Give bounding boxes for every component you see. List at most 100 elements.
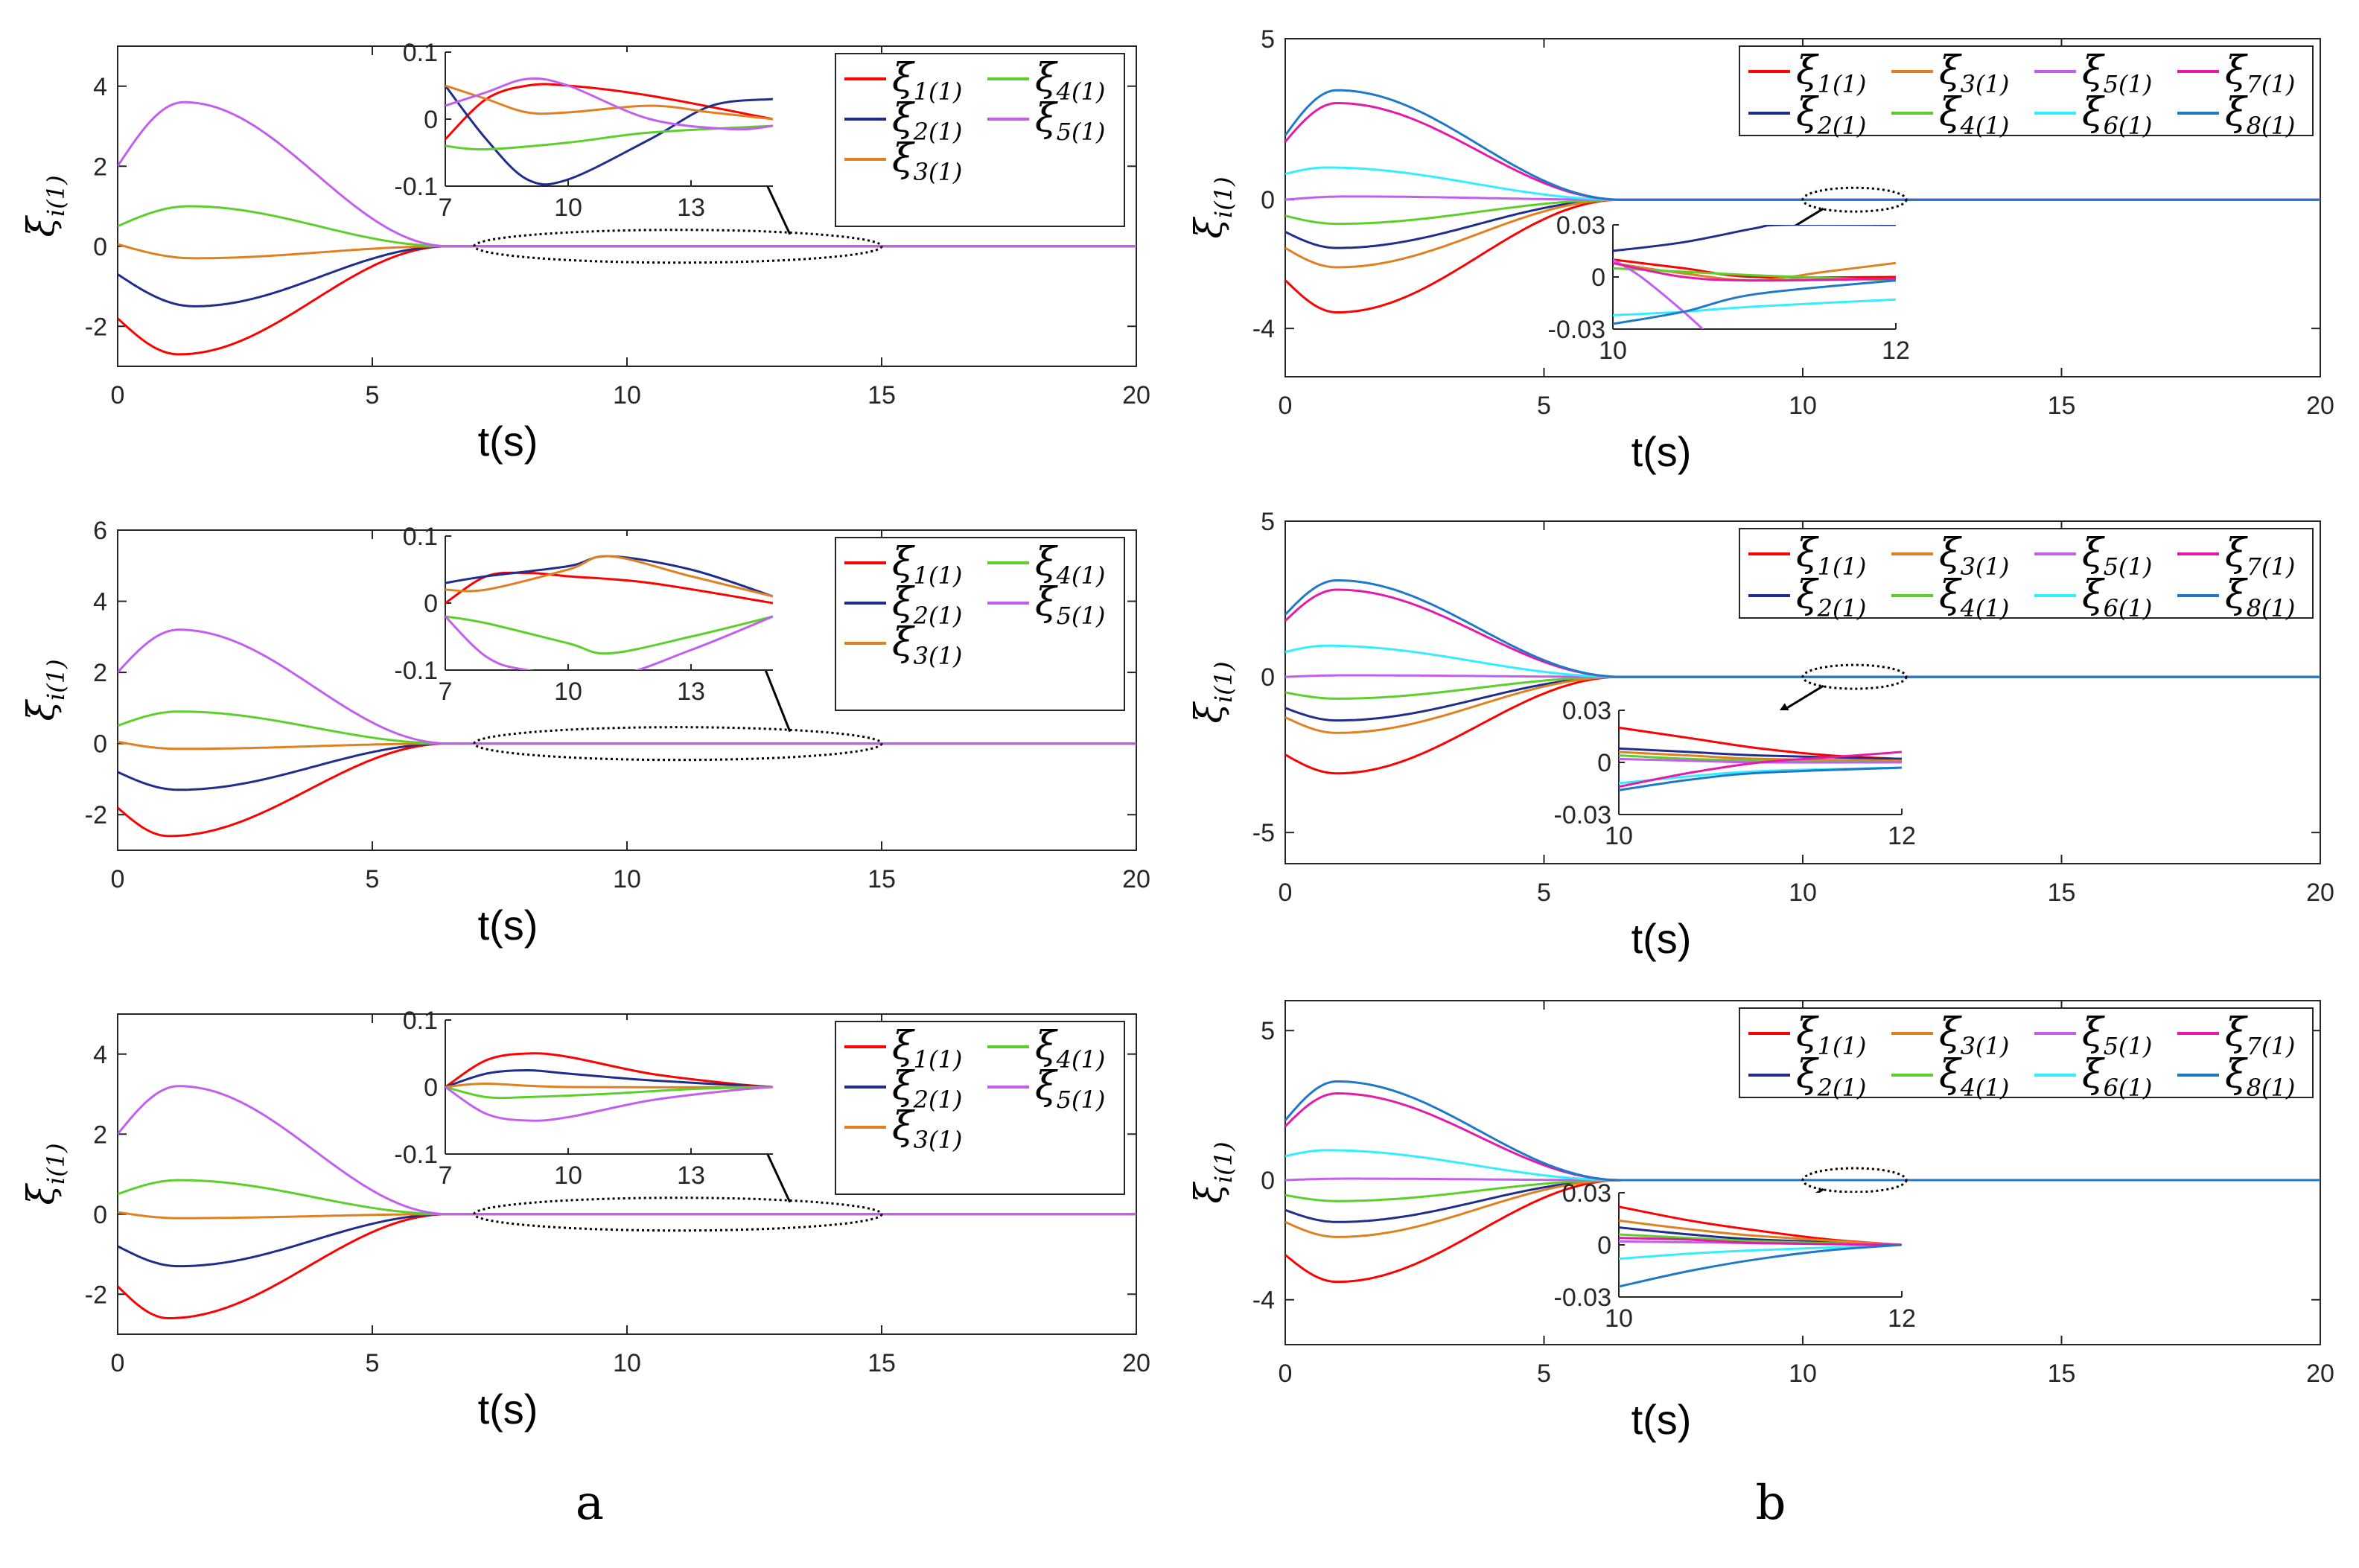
inset-background (445, 52, 773, 186)
legend-label-ξ4(1): ξ4(1) (1035, 56, 1105, 106)
y-tick-label: 5 (1261, 25, 1275, 54)
inset-y-tick-label: 0.03 (1562, 697, 1611, 725)
legend-label-subscript: 2(1) (913, 118, 963, 146)
inset-y-tick-label: 0 (1597, 749, 1611, 777)
legend-label-ξ5(1): ξ5(1) (1035, 96, 1105, 146)
inset-series-line-ξ3(1) (445, 1082, 773, 1089)
inset-series-line-ξ4(1) (445, 1086, 773, 1100)
legend-label-ξ6(1): ξ6(1) (2082, 573, 2152, 622)
legend: ξ1(1) ξ3(1) ξ5(1) ξ7(1)ξ2(1) ξ4(1) ξ6(1) ξ8(1) (1739, 1007, 2314, 1102)
legend: ξ1(1) ξ4(1)ξ2(1) ξ5(1)ξ3(1) (835, 537, 1125, 711)
legend-label-ξ5(1): ξ5(1) (2082, 48, 2152, 98)
y-axis-label-symbol: ξ (1187, 701, 1230, 724)
legend-label-ξ1(1): ξ1(1) (892, 56, 962, 106)
y-tick-label: -2 (85, 801, 107, 829)
legend-label-subscript: 1(1) (1818, 1032, 1867, 1060)
x-axis-label: t(s) (478, 418, 538, 465)
series-line-ξ5(1) (118, 101, 1136, 248)
inset-y-tick-label: 0 (424, 1074, 438, 1102)
x-tick-label: 20 (1122, 1349, 1150, 1377)
inset-x-tick-label: 13 (677, 1161, 705, 1190)
legend-label-subscript: 1(1) (1818, 70, 1867, 98)
legend-label-subscript: 7(1) (2247, 552, 2296, 581)
inset-y-tick-label: -0.1 (394, 1141, 438, 1169)
inset-series-line-ξ6(1) (1613, 298, 1896, 316)
y-axis-label: ξi(1) (19, 659, 70, 721)
y-tick-label: -4 (1252, 1287, 1275, 1315)
inset-axes: 10 12 0.03 0 -0.03 (1548, 211, 1910, 365)
inset-series-line-ξ3(1) (445, 84, 773, 121)
x-tick-label: 10 (1789, 1360, 1817, 1388)
legend-label-symbol: ξ (892, 1104, 915, 1149)
legend-label-symbol: ξ (2082, 48, 2105, 93)
inset-series-group (445, 1052, 773, 1122)
x-tick-label: 0 (1279, 879, 1293, 907)
x-tick-label: 15 (867, 381, 896, 409)
inset-series-group (1613, 225, 1896, 329)
y-tick-label: 2 (93, 659, 107, 687)
legend-label-subscript: 1(1) (914, 561, 963, 590)
x-tick-label: 5 (1537, 1360, 1551, 1388)
legend-label-ξ2(1): ξ2(1) (892, 580, 962, 630)
series-group (118, 628, 1136, 838)
y-axis-label: ξi(1) (19, 1143, 70, 1205)
legend-label-symbol: ξ (1939, 1010, 1962, 1055)
inset-series-line-ξ3(1) (1619, 750, 1902, 762)
x-tick-label: 5 (1537, 879, 1551, 907)
legend-label-subscript: 2(1) (913, 1086, 963, 1114)
x-tick-label: 10 (613, 381, 641, 409)
legend-label-subscript: 6(1) (2104, 112, 2153, 140)
inset-y-tick-label: 0.1 (403, 523, 438, 551)
legend-label-symbol: ξ (892, 96, 915, 141)
inset-x-tick-label: 10 (1605, 1304, 1633, 1333)
y-tick-label: 0 (93, 1201, 107, 1229)
legend-label-ξ1(1): ξ1(1) (892, 540, 962, 590)
x-tick-label: 0 (1279, 392, 1293, 420)
x-tick-label: 20 (2306, 879, 2334, 907)
x-axis-label: t(s) (478, 1386, 538, 1432)
legend-label-subscript: 1(1) (914, 77, 963, 106)
legend-label-ξ2(1): ξ2(1) (892, 96, 962, 146)
legend-label-symbol: ξ (1035, 1024, 1058, 1068)
y-tick-label: -4 (1252, 315, 1275, 343)
inset-axes: 7 10 13 0.1 0 -0.1 (394, 39, 773, 222)
legend-label-symbol: ξ (892, 540, 915, 584)
legend-label-ξ4(1): ξ4(1) (1035, 1024, 1105, 1074)
legend-label-subscript: 4(1) (1056, 561, 1106, 590)
legend: ξ1(1) ξ3(1) ξ5(1) ξ7(1)ξ2(1) ξ4(1) ξ6(1) ξ8(1) (1739, 528, 2314, 622)
x-tick-label: 5 (366, 1349, 380, 1377)
inset-x-tick-label: 13 (677, 678, 705, 706)
legend-label-ξ8(1): ξ8(1) (2225, 90, 2295, 140)
legend-label-subscript: 8(1) (2247, 594, 2296, 622)
legend-label-ξ4(1): ξ4(1) (1939, 573, 2009, 622)
y-axis-label-subscript: i(1) (42, 1143, 70, 1185)
legend-label-ξ7(1): ξ7(1) (2225, 48, 2295, 98)
inset-axes: 10 12 0.03 0 -0.03 (1554, 1179, 1916, 1333)
legend-label-ξ2(1): ξ2(1) (1796, 573, 1866, 622)
legend-label-subscript: 2(1) (1817, 112, 1867, 140)
legend-label-symbol: ξ (2082, 573, 2105, 617)
legend-label-subscript: 5(1) (2104, 70, 2153, 98)
y-axis-label: ξi(1) (19, 175, 70, 237)
legend-label-subscript: 7(1) (2247, 70, 2296, 98)
legend-label-symbol: ξ (2225, 573, 2248, 617)
inset-y-tick-label: -0.1 (394, 657, 438, 685)
legend-label-subscript: 3(1) (1961, 1032, 2010, 1060)
legend-label-subscript: 4(1) (1056, 1045, 1106, 1074)
legend-label-subscript: 2(1) (913, 602, 963, 630)
zoom-region-ellipse (473, 1196, 883, 1232)
x-tick-label: 15 (2048, 392, 2076, 420)
inset-y-tick-label: -0.1 (394, 173, 438, 201)
legend-label-ξ4(1): ξ4(1) (1939, 90, 2009, 140)
legend-label-symbol: ξ (2225, 1052, 2248, 1097)
legend-label-symbol: ξ (1796, 1052, 1819, 1097)
legend-label-subscript: 5(1) (2104, 1032, 2153, 1060)
legend-label-subscript: 3(1) (1961, 70, 2010, 98)
y-tick-label: 0 (93, 730, 107, 759)
y-axis-label-symbol: ξ (19, 699, 63, 721)
x-tick-label: 0 (111, 865, 125, 893)
